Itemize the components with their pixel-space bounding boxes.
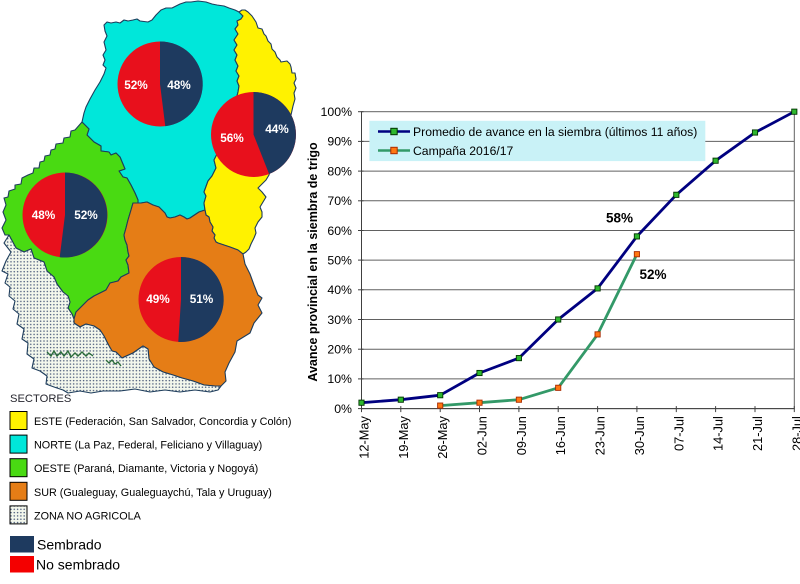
svg-text:Avance provincial en la siembr: Avance provincial en la siembra de trigo [306, 142, 320, 382]
svg-text:70%: 70% [327, 194, 352, 208]
svg-text:0%: 0% [334, 402, 352, 416]
svg-text:28-Jul: 28-Jul [789, 416, 800, 451]
svg-text:48%: 48% [167, 78, 191, 92]
svg-text:90%: 90% [327, 135, 352, 149]
svg-text:51%: 51% [190, 292, 214, 306]
svg-text:07-Jul: 07-Jul [671, 416, 686, 451]
svg-text:12-May: 12-May [357, 415, 372, 458]
svg-text:52%: 52% [74, 208, 98, 222]
svg-text:100%: 100% [321, 105, 353, 119]
svg-text:SECTORES: SECTORES [10, 393, 71, 405]
svg-text:50%: 50% [327, 253, 352, 267]
svg-text:52%: 52% [124, 78, 148, 92]
svg-text:20%: 20% [327, 343, 352, 357]
svg-text:10%: 10% [327, 372, 352, 386]
svg-text:16-Jun: 16-Jun [553, 416, 568, 455]
svg-text:21-Jul: 21-Jul [750, 416, 765, 451]
svg-text:60%: 60% [327, 224, 352, 238]
svg-text:OESTE (Paraná, Diamante, Victo: OESTE (Paraná, Diamante, Victoria y Nogo… [34, 463, 258, 475]
svg-text:44%: 44% [265, 122, 289, 136]
svg-text:Promedio de avance en la siemb: Promedio de avance en la siembra (último… [413, 125, 697, 139]
svg-text:14-Jul: 14-Jul [711, 416, 726, 451]
svg-text:09-Jun: 09-Jun [514, 416, 529, 455]
svg-text:23-Jun: 23-Jun [593, 416, 608, 455]
svg-text:19-May: 19-May [396, 415, 411, 458]
svg-text:48%: 48% [32, 208, 56, 222]
svg-text:26-May: 26-May [435, 415, 450, 458]
svg-text:58%: 58% [606, 211, 633, 226]
svg-text:NORTE (La Paz, Federal, Felici: NORTE (La Paz, Federal, Feliciano y Vill… [34, 440, 262, 452]
svg-text:No sembrado: No sembrado [36, 557, 120, 573]
svg-text:40%: 40% [327, 283, 352, 297]
svg-text:02-Jun: 02-Jun [475, 416, 490, 455]
svg-text:ESTE (Federación, San Salvador: ESTE (Federación, San Salvador, Concordi… [34, 416, 291, 428]
svg-text:ZONA NO AGRICOLA: ZONA NO AGRICOLA [34, 510, 142, 522]
svg-text:30-Jun: 30-Jun [632, 416, 647, 455]
svg-text:Sembrado: Sembrado [37, 537, 102, 553]
svg-text:80%: 80% [327, 164, 352, 178]
svg-text:49%: 49% [146, 292, 170, 306]
svg-text:52%: 52% [639, 267, 666, 282]
svg-text:30%: 30% [327, 313, 352, 327]
svg-text:Campaña 2016/17: Campaña 2016/17 [413, 144, 514, 158]
svg-text:56%: 56% [220, 131, 244, 145]
svg-text:SUR (Gualeguay, Gualeguaychú,: SUR (Gualeguay, Gualeguaychú, Tala y Uru… [34, 487, 272, 499]
